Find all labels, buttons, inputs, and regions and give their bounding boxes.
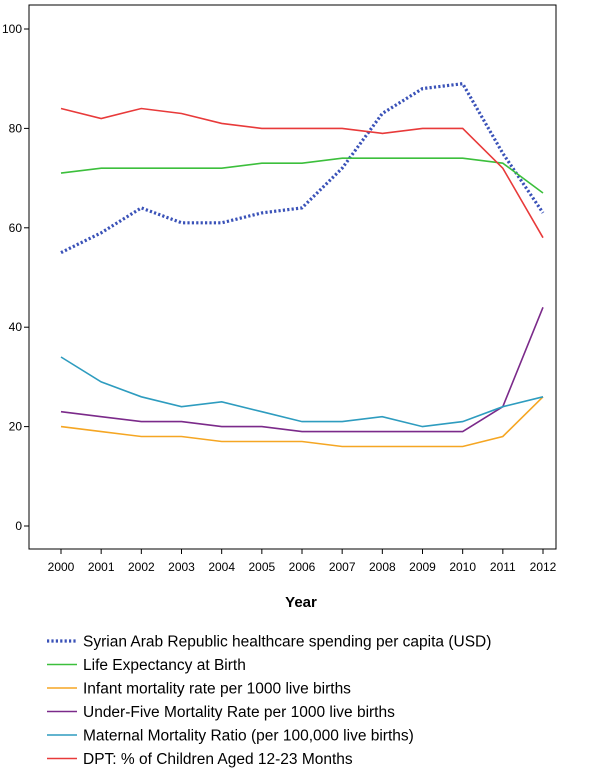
legend-label: Infant mortality rate per 1000 live birt… <box>83 681 351 698</box>
series-line-4 <box>60 307 544 433</box>
y-tick-label: 80 <box>9 121 23 135</box>
legend-label: Life Expectancy at Birth <box>83 657 246 674</box>
axes: 0 20 40 60 80 100 2000 2001 2002 2003 2004 2005 2006… <box>2 4 557 574</box>
y-tick-label: 100 <box>2 22 22 36</box>
x-tick-label: 2001 <box>88 560 115 574</box>
x-tick-label: 2012 <box>530 560 557 574</box>
x-tick-label: 2008 <box>369 560 396 574</box>
legend-label: DPT: % of Children Aged 12-23 Months <box>83 751 353 768</box>
x-tick-label: 2011 <box>490 560 516 574</box>
series-line-2 <box>60 157 544 194</box>
series-line-5 <box>60 356 544 428</box>
series-line-3 <box>60 396 544 448</box>
x-tick-label: 2000 <box>48 560 75 574</box>
y-tick-label: 60 <box>9 221 23 235</box>
series-line-6 <box>60 107 544 239</box>
x-tick-label: 2007 <box>329 560 356 574</box>
x-tick-label: 2009 <box>409 560 436 574</box>
x-tick-label: 2010 <box>449 560 476 574</box>
series-layer <box>60 81 545 448</box>
y-tick-label: 0 <box>15 519 22 533</box>
y-tick-label: 20 <box>9 420 23 434</box>
x-tick-label: 2004 <box>208 560 235 574</box>
legend-label: Maternal Mortality Ratio (per 100,000 li… <box>83 728 414 745</box>
y-tick-label: 40 <box>9 320 23 334</box>
x-tick-label: 2003 <box>168 560 195 574</box>
x-tick-label: 2006 <box>289 560 316 574</box>
plot-frame <box>28 4 557 550</box>
series-line-1 <box>60 81 545 255</box>
legend: Syrian Arab Republic healthcare spending… <box>47 634 491 768</box>
legend-label: Syrian Arab Republic healthcare spending… <box>83 634 491 651</box>
x-tick-label: 2002 <box>128 560 155 574</box>
legend-label: Under-Five Mortality Rate per 1000 live … <box>83 704 395 721</box>
x-tick-label: 2005 <box>248 560 275 574</box>
x-axis-title: Year <box>285 594 317 611</box>
